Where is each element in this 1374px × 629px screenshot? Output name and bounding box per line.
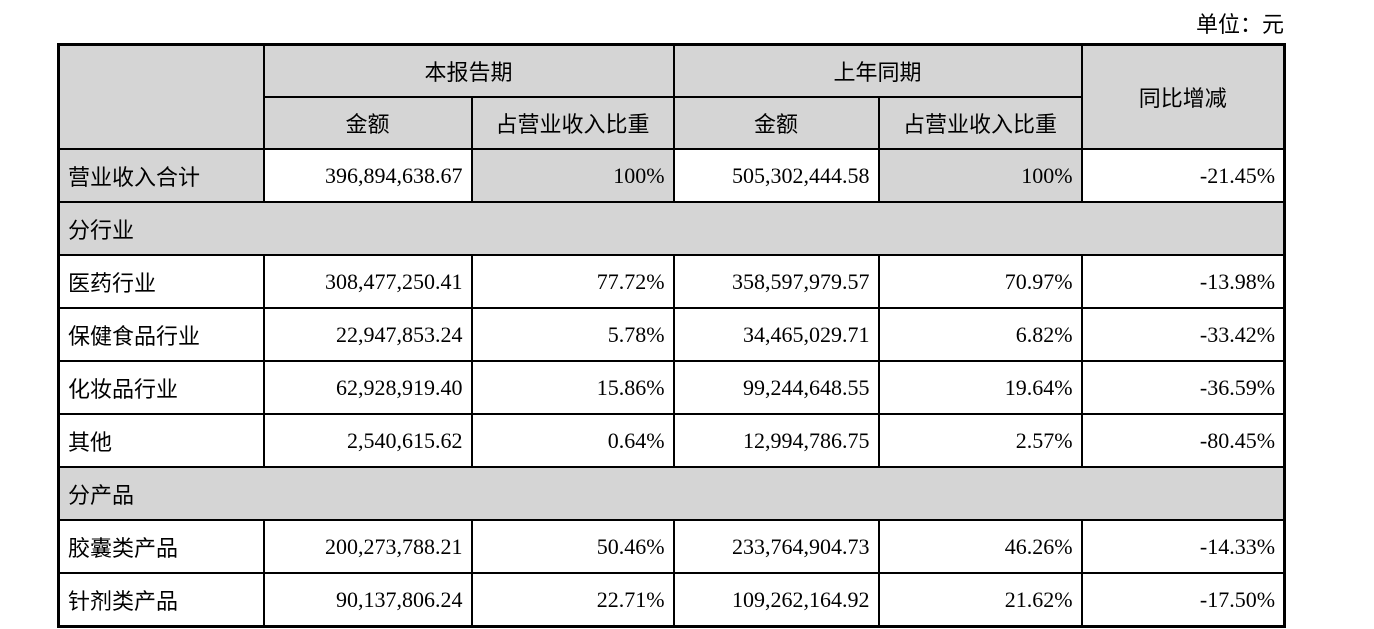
current-amount-cell: 90,137,806.24: [262, 572, 473, 628]
table-row-other: 其他 2,540,615.62 0.64% 12,994,786.75 2.57…: [57, 413, 1286, 468]
corner-empty-cell: [57, 43, 265, 150]
current-pct-cell: 5.78%: [470, 307, 675, 362]
prior-amount-cell: 109,262,164.92: [672, 572, 880, 628]
header-row-2: 金额 占营业收入比重 金额 占营业收入比重: [59, 96, 1285, 150]
row-label: 其他: [57, 413, 265, 468]
yoy-cell: -36.59%: [1080, 360, 1286, 415]
row-label: 医药行业: [57, 254, 265, 309]
prior-pct-cell: 21.62%: [877, 572, 1083, 628]
prior-period-header: 上年同期: [672, 43, 1083, 98]
revenue-breakdown-table: 本报告期 上年同期 同比增减 金额 占营业收入比重 金额 占营业收入比重 营业收…: [57, 43, 1287, 628]
yoy-cell: -80.45%: [1080, 413, 1286, 468]
current-amount-cell: 308,477,250.41: [262, 254, 473, 309]
prior-amount-cell: 233,764,904.73: [672, 519, 880, 574]
prior-amount-cell: 358,597,979.57: [672, 254, 880, 309]
yoy-cell: -21.45%: [1080, 148, 1286, 203]
current-amount-cell: 200,273,788.21: [262, 519, 473, 574]
prior-amount-cell: 505,302,444.58: [672, 148, 880, 203]
current-pct-cell: 100%: [470, 148, 675, 203]
current-pct-cell: 22.71%: [470, 572, 675, 628]
section-label: 分产品: [57, 466, 1286, 521]
table-row-pharma: 医药行业 308,477,250.41 77.72% 358,597,979.5…: [57, 254, 1286, 309]
table-row-injections: 针剂类产品 90,137,806.24 22.71% 109,262,164.9…: [57, 572, 1286, 628]
current-amount-header: 金额: [262, 96, 473, 150]
header-row-1: 本报告期 上年同期 同比增减: [57, 43, 1286, 150]
current-amount-cell: 62,928,919.40: [262, 360, 473, 415]
section-row-by-product: 分产品: [57, 466, 1286, 521]
table-row-total-revenue: 营业收入合计 396,894,638.67 100% 505,302,444.5…: [57, 148, 1286, 203]
section-label: 分行业: [57, 201, 1286, 256]
prior-pct-cell: 100%: [877, 148, 1083, 203]
current-period-header: 本报告期: [262, 43, 675, 98]
prior-pct-cell: 70.97%: [877, 254, 1083, 309]
row-label: 针剂类产品: [57, 572, 265, 628]
section-row-by-industry: 分行业: [57, 201, 1286, 256]
prior-pct-cell: 2.57%: [877, 413, 1083, 468]
table-row-capsules: 胶囊类产品 200,273,788.21 50.46% 233,764,904.…: [57, 519, 1286, 574]
yoy-cell: -33.42%: [1080, 307, 1286, 362]
yoy-cell: -13.98%: [1080, 254, 1286, 309]
prior-amount-header: 金额: [672, 96, 880, 150]
row-label: 化妆品行业: [57, 360, 265, 415]
prior-pct-cell: 46.26%: [877, 519, 1083, 574]
current-pct-cell: 77.72%: [470, 254, 675, 309]
unit-label: 单位：元: [1196, 12, 1285, 37]
yoy-cell: -14.33%: [1080, 519, 1286, 574]
yoy-cell: -17.50%: [1080, 572, 1286, 628]
current-amount-cell: 396,894,638.67: [262, 148, 473, 203]
table-row-cosmetics: 化妆品行业 62,928,919.40 15.86% 99,244,648.55…: [57, 360, 1286, 415]
row-label: 保健食品行业: [57, 307, 265, 362]
table-row-health-food: 保健食品行业 22,947,853.24 5.78% 34,465,029.71…: [57, 307, 1286, 362]
yoy-change-header: 同比增减: [1080, 43, 1286, 150]
current-pct-cell: 0.64%: [470, 413, 675, 468]
row-label: 胶囊类产品: [57, 519, 265, 574]
prior-pct-header: 占营业收入比重: [877, 96, 1083, 150]
current-pct-header: 占营业收入比重: [470, 96, 675, 150]
row-label: 营业收入合计: [57, 148, 265, 203]
prior-amount-cell: 34,465,029.71: [672, 307, 880, 362]
current-pct-cell: 50.46%: [470, 519, 675, 574]
prior-pct-cell: 6.82%: [877, 307, 1083, 362]
current-amount-cell: 22,947,853.24: [262, 307, 473, 362]
current-amount-cell: 2,540,615.62: [262, 413, 473, 468]
current-pct-cell: 15.86%: [470, 360, 675, 415]
prior-amount-cell: 99,244,648.55: [672, 360, 880, 415]
prior-amount-cell: 12,994,786.75: [672, 413, 880, 468]
prior-pct-cell: 19.64%: [877, 360, 1083, 415]
